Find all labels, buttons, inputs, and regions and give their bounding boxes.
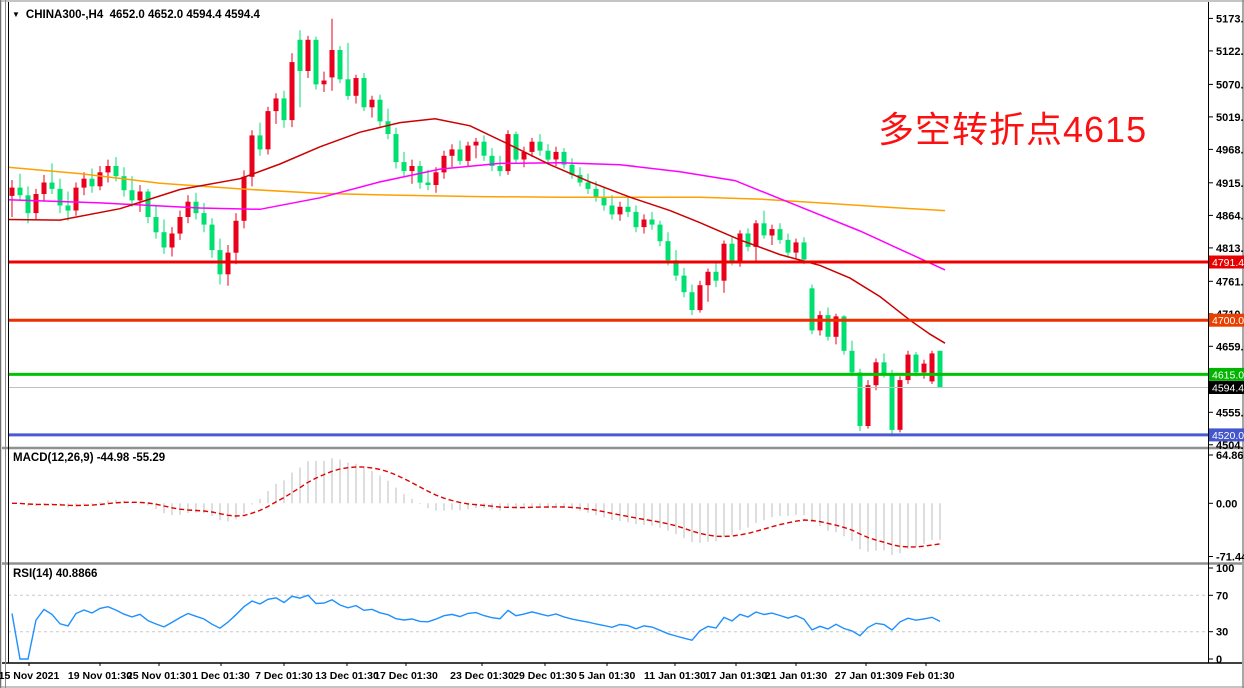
rsi-line: [11, 594, 941, 660]
symbol-info-text: CHINA300-,H4 4652.0 4652.0 4594.4 4594.4: [25, 9, 260, 21]
svg-text:0.00: 0.00: [1216, 498, 1237, 510]
macd-signal-line: [11, 466, 941, 548]
rsi-indicator-label: RSI(14) 40.8866: [13, 568, 98, 580]
macd-axis: 64.86 0.00 -71.44: [1209, 450, 1244, 564]
svg-text:100: 100: [1216, 563, 1234, 575]
ma-slow-orange: [7, 166, 946, 212]
svg-text:21 Jan 01:30: 21 Jan 01:30: [765, 670, 828, 682]
svg-text:29 Dec 01:30: 29 Dec 01:30: [513, 670, 577, 682]
svg-text:-71.44: -71.44: [1216, 552, 1244, 564]
symbol-bar: ▼ CHINA300-,H4 4652.0 4652.0 4594.4 4594…: [12, 9, 260, 21]
collapse-arrow-icon[interactable]: ▼: [12, 10, 20, 19]
svg-text:1 Dec 01:30: 1 Dec 01:30: [192, 670, 250, 682]
svg-text:5122.5: 5122.5: [1216, 46, 1244, 58]
svg-text:5070.0: 5070.0: [1216, 79, 1244, 91]
svg-text:4968.0: 4968.0: [1216, 144, 1244, 156]
svg-text:11 Jan 01:30: 11 Jan 01:30: [644, 670, 706, 682]
svg-text:19 Nov 01:30: 19 Nov 01:30: [68, 670, 132, 682]
svg-text:17 Dec 01:30: 17 Dec 01:30: [374, 670, 438, 682]
svg-text:4864.5: 4864.5: [1216, 210, 1244, 222]
moving-average-lines: [7, 118, 946, 344]
svg-text:7 Dec 01:30: 7 Dec 01:30: [255, 670, 313, 682]
ma-fast-red: [7, 118, 946, 344]
svg-text:4813.5: 4813.5: [1216, 243, 1244, 255]
svg-text:30: 30: [1216, 627, 1228, 639]
svg-text:4555.5: 4555.5: [1216, 407, 1244, 419]
rsi-axis: 100 70 30 0: [1209, 563, 1234, 666]
svg-text:70: 70: [1216, 590, 1228, 602]
svg-text:17 Jan 01:30: 17 Jan 01:30: [705, 670, 768, 682]
svg-text:23 Dec 01:30: 23 Dec 01:30: [450, 670, 514, 682]
ma-mid-magenta: [7, 162, 946, 271]
svg-text:4520.0: 4520.0: [1212, 430, 1244, 442]
price-axis: 5173.5 5122.5 5070.0 5019.0 4968.0 4915.5 4864…: [1209, 13, 1244, 452]
annotation-text[interactable]: 多空转折点4615: [878, 109, 1148, 150]
macd-indicator-label: MACD(12,26,9) -44.98 -55.29: [13, 452, 166, 464]
svg-text:4700.0: 4700.0: [1212, 315, 1244, 327]
svg-text:4915.5: 4915.5: [1216, 178, 1244, 190]
svg-text:27 Jan 01:30: 27 Jan 01:30: [835, 670, 898, 682]
svg-text:5019.0: 5019.0: [1216, 112, 1244, 124]
horizontal-lines: [8, 260, 1208, 437]
svg-text:9 Feb 01:30: 9 Feb 01:30: [897, 670, 954, 682]
svg-text:0: 0: [1216, 654, 1222, 666]
svg-text:15 Nov 2021: 15 Nov 2021: [0, 670, 60, 682]
svg-text:4615.0: 4615.0: [1212, 369, 1244, 381]
svg-text:4791.4: 4791.4: [1212, 257, 1244, 269]
macd-panel: [11, 458, 941, 555]
svg-text:4504.5: 4504.5: [1216, 440, 1244, 452]
svg-text:25 Nov 01:30: 25 Nov 01:30: [127, 670, 191, 682]
svg-text:13 Dec 01:30: 13 Dec 01:30: [315, 670, 379, 682]
rsi-panel: [8, 594, 1208, 660]
svg-text:64.86: 64.86: [1216, 450, 1244, 462]
svg-text:4761.0: 4761.0: [1216, 276, 1244, 288]
svg-text:5 Jan 01:30: 5 Jan 01:30: [579, 670, 636, 682]
svg-text:4659.0: 4659.0: [1216, 341, 1244, 353]
svg-text:5173.5: 5173.5: [1216, 13, 1244, 25]
svg-text:4594.4: 4594.4: [1212, 383, 1244, 395]
